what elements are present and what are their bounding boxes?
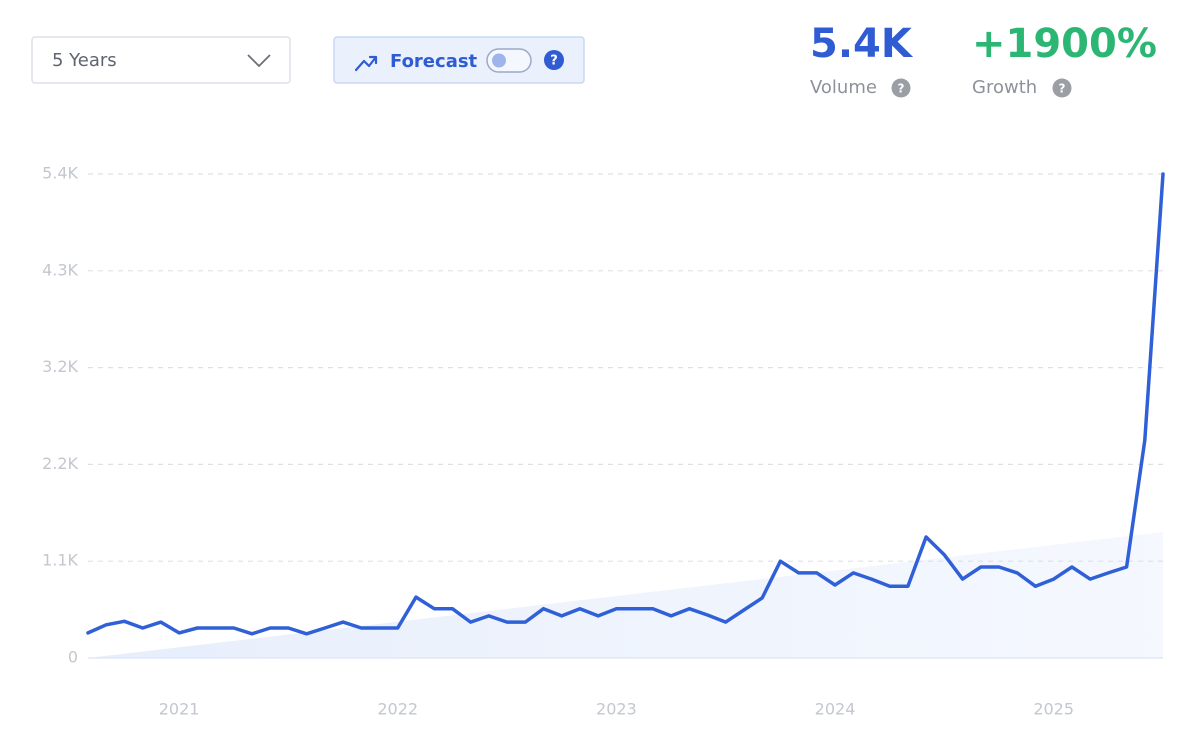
y-tick-label: 0: [68, 648, 78, 667]
y-tick-label: 3.2K: [42, 357, 78, 376]
stat-value: +1900%: [972, 21, 1157, 67]
toggle-knob: [492, 53, 506, 68]
chevron: [247, 54, 271, 68]
help-mark: ?: [1059, 82, 1066, 96]
line: [86, 172, 1165, 636]
y-tick-label: 5.4K: [42, 164, 78, 183]
help-icon[interactable]: [1052, 78, 1072, 98]
y-tick-label: 4.3K: [42, 260, 78, 279]
x-tick-label: 2022: [377, 700, 418, 719]
y-tick-label: 1.1K: [42, 551, 78, 570]
help-mark: ?: [550, 54, 558, 69]
trend-area: [88, 532, 1163, 658]
forecast-label: Forecast: [390, 51, 478, 72]
help-icon[interactable]: [891, 78, 911, 98]
x-tick-label: 2024: [815, 700, 856, 719]
x-tick-label: 2021: [159, 700, 200, 719]
stat-label: Volume: [810, 77, 877, 98]
dropdown-label: 5 Years: [52, 50, 117, 71]
help-icon[interactable]: [544, 50, 564, 70]
stat-label: Growth: [972, 77, 1037, 98]
dropdown-box[interactable]: [31, 36, 291, 84]
help-mark: ?: [898, 82, 905, 96]
forecast-control[interactable]: Forecast ?: [333, 36, 585, 84]
x-tick-label: 2023: [596, 700, 637, 719]
y-tick-label: 2.2K: [42, 454, 78, 473]
x-tick-label: 2025: [1033, 700, 1074, 719]
trend-icon: [354, 55, 378, 72]
timeframe-dropdown[interactable]: 5 Years: [31, 36, 291, 84]
stat-value: 5.4K: [810, 21, 914, 67]
